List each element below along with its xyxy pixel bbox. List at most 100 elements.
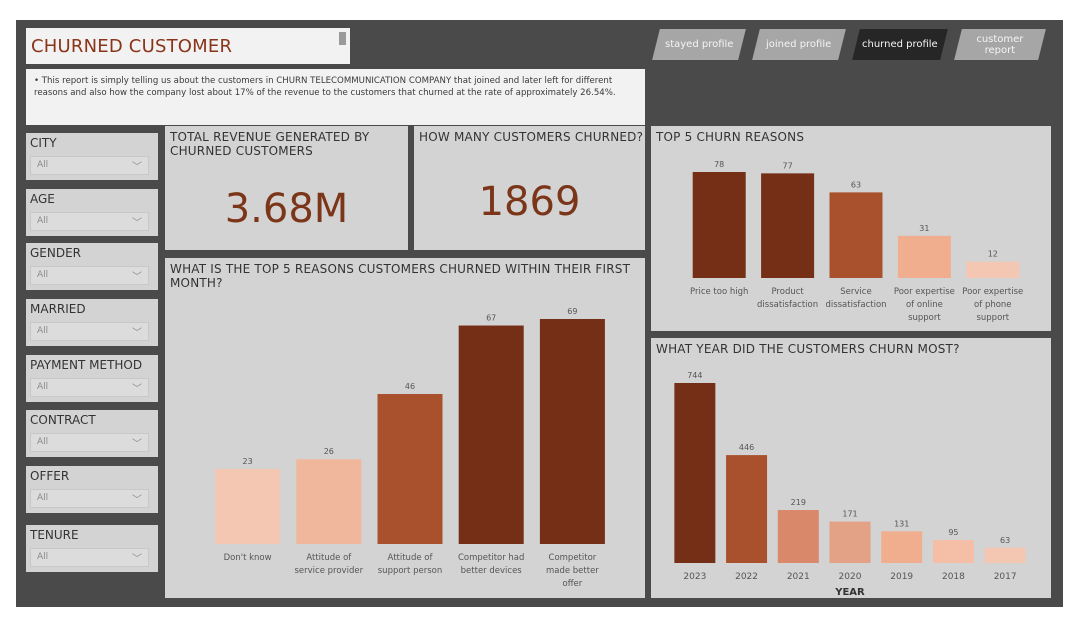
chart-first-month-title: WHAT IS THE TOP 5 REASONS CUSTOMERS CHUR… xyxy=(170,262,631,290)
slicer-gender-dropdown[interactable]: All ﹀ xyxy=(30,266,149,285)
svg-year-bar[interactable] xyxy=(726,455,768,563)
svg-top5-bar[interactable] xyxy=(966,261,1020,278)
svg-top5-data-label: 77 xyxy=(783,161,793,170)
slicer-gender-value: All xyxy=(37,270,49,280)
svg-firstmonth-data-label: 69 xyxy=(567,307,577,316)
slicer-contract-label: CONTRACT xyxy=(30,413,96,427)
svg-top5-data-label: 31 xyxy=(919,224,929,233)
slicer-payment-method-dropdown[interactable]: All ﹀ xyxy=(30,378,149,397)
svg-year-bar[interactable] xyxy=(674,383,716,563)
svg-top5-bar[interactable] xyxy=(761,173,815,278)
slicer-age: AGE All ﹀ xyxy=(26,189,158,236)
svg-firstmonth-data-label: 67 xyxy=(486,314,496,323)
slicer-contract-dropdown[interactable]: All ﹀ xyxy=(30,433,149,452)
svg-year-bar[interactable] xyxy=(932,540,974,563)
slicer-tenure-dropdown[interactable]: All ﹀ xyxy=(30,548,149,567)
slicer-tenure-value: All xyxy=(37,552,49,562)
svg-top5-category-label: Poor expertise xyxy=(962,287,1023,297)
chart-first-month-panel: WHAT IS THE TOP 5 REASONS CUSTOMERS CHUR… xyxy=(165,258,645,598)
svg-firstmonth-bar[interactable] xyxy=(215,469,281,544)
svg-firstmonth-bar[interactable] xyxy=(377,394,443,544)
slicer-offer: OFFER All ﹀ xyxy=(26,466,158,513)
svg-year-data-label: 744 xyxy=(687,371,702,380)
slicer-gender: GENDER All ﹀ xyxy=(26,243,158,290)
slicer-married-dropdown[interactable]: All ﹀ xyxy=(30,322,149,341)
svg-top5-data-label: 78 xyxy=(714,160,724,169)
slicer-contract: CONTRACT All ﹀ xyxy=(26,410,158,457)
kpi-churned-card: HOW MANY CUSTOMERS CHURNED? 1869 xyxy=(414,126,645,250)
chart-year-panel: WHAT YEAR DID THE CUSTOMERS CHURN MOST? … xyxy=(651,338,1051,598)
nav-stayed-profile-button[interactable]: stayed profile xyxy=(652,29,746,60)
svg-year-data-label: 219 xyxy=(791,498,806,507)
svg-year-category-label: 2017 xyxy=(994,572,1017,582)
svg-top5-category-label: Service xyxy=(840,287,871,297)
svg-firstmonth-bar[interactable] xyxy=(458,325,524,544)
slicer-age-label: AGE xyxy=(30,192,55,206)
svg-top5-data-label: 12 xyxy=(988,250,998,259)
slicer-city-label: CITY xyxy=(30,136,57,150)
svg-firstmonth-category-label: support person xyxy=(378,566,442,576)
slicer-offer-dropdown[interactable]: All ﹀ xyxy=(30,489,149,508)
kpi-churned-title: HOW MANY CUSTOMERS CHURNED? xyxy=(419,130,644,144)
report-description: • This report is simply telling us about… xyxy=(34,76,616,98)
svg-year-category-label: 2019 xyxy=(890,572,913,582)
svg-firstmonth-bar[interactable] xyxy=(296,459,362,544)
chart-year-title: WHAT YEAR DID THE CUSTOMERS CHURN MOST? xyxy=(656,342,960,356)
title-scrollbar[interactable] xyxy=(339,32,346,45)
svg-top5-category-label: dissatisfaction xyxy=(825,300,886,310)
slicer-city-value: All xyxy=(37,160,49,170)
chevron-down-icon: ﹀ xyxy=(132,554,142,565)
svg-top5-bar[interactable] xyxy=(897,235,951,278)
slicer-contract-value: All xyxy=(37,437,49,447)
svg-year-data-label: 171 xyxy=(842,510,857,519)
svg-year-bar[interactable] xyxy=(829,521,871,563)
chevron-down-icon: ﹀ xyxy=(132,272,142,283)
chevron-down-icon: ﹀ xyxy=(132,439,142,450)
report-title: CHURNED CUSTOMER xyxy=(31,36,233,57)
svg-top5-data-label: 63 xyxy=(851,180,861,189)
svg-top5-category-label: support xyxy=(908,313,941,323)
svg-top5-category-label: dissatisfaction xyxy=(757,300,818,310)
slicer-payment-method: PAYMENT METHOD All ﹀ xyxy=(26,355,158,402)
chevron-down-icon: ﹀ xyxy=(132,162,142,173)
svg-top5-category-label: Poor expertise xyxy=(894,287,955,297)
svg-top5-category-label: Price too high xyxy=(690,287,748,297)
chart-top5-panel: TOP 5 CHURN REASONS 78 Price too high 77 Pr… xyxy=(651,126,1051,331)
svg-firstmonth-bar[interactable] xyxy=(539,319,605,544)
svg-year-bar[interactable] xyxy=(881,531,923,563)
svg-firstmonth-category-label: offer xyxy=(563,579,583,589)
slicer-payment-method-label: PAYMENT METHOD xyxy=(30,358,143,372)
svg-top5-bar[interactable] xyxy=(829,192,883,278)
svg-year-data-label: 131 xyxy=(894,519,909,528)
svg-year-data-label: 63 xyxy=(1000,536,1010,545)
slicer-married-label: MARRIED xyxy=(30,302,86,316)
svg-top5-category-label: support xyxy=(976,313,1009,323)
svg-year-bar[interactable] xyxy=(777,510,819,563)
svg-top5-category-label: of phone xyxy=(974,300,1012,310)
chart-top5: 78 Price too high 77 Product dissatisfaction… xyxy=(690,160,1023,323)
slicer-age-dropdown[interactable]: All ﹀ xyxy=(30,212,149,231)
slicer-city-dropdown[interactable]: All ﹀ xyxy=(30,156,149,175)
svg-year-category-label: 2023 xyxy=(683,572,706,582)
svg-year-category-label: 2021 xyxy=(787,572,810,582)
svg-year-bar[interactable] xyxy=(984,547,1026,563)
slicer-married-value: All xyxy=(37,326,49,336)
svg-firstmonth-category-label: service provider xyxy=(295,566,364,576)
nav-customer-report-button[interactable]: customer report xyxy=(954,29,1046,60)
nav-joined-profile-button[interactable]: joined profile xyxy=(752,29,846,60)
slicer-married: MARRIED All ﹀ xyxy=(26,299,158,346)
nav-customer-report-label: customer report xyxy=(976,33,1024,56)
svg-firstmonth-data-label: 46 xyxy=(405,382,415,391)
svg-top5-category-label: Product xyxy=(771,287,804,297)
svg-firstmonth-category-label: Attitude of xyxy=(306,553,352,563)
svg-firstmonth-category-label: Competitor had xyxy=(458,553,524,563)
nav-churned-profile-button[interactable]: churned profile xyxy=(852,29,948,60)
slicer-payment-method-value: All xyxy=(37,382,49,392)
svg-top5-bar[interactable] xyxy=(692,172,746,278)
slicer-offer-label: OFFER xyxy=(30,469,70,483)
nav-joined-profile-label: joined profile xyxy=(766,39,832,50)
svg-year-category-label: 2020 xyxy=(839,572,862,582)
chevron-down-icon: ﹀ xyxy=(132,495,142,506)
kpi-revenue-title: TOTAL REVENUE GENERATED BY CHURNED CUSTO… xyxy=(170,130,370,158)
svg-firstmonth-category-label: Don't know xyxy=(224,553,272,563)
